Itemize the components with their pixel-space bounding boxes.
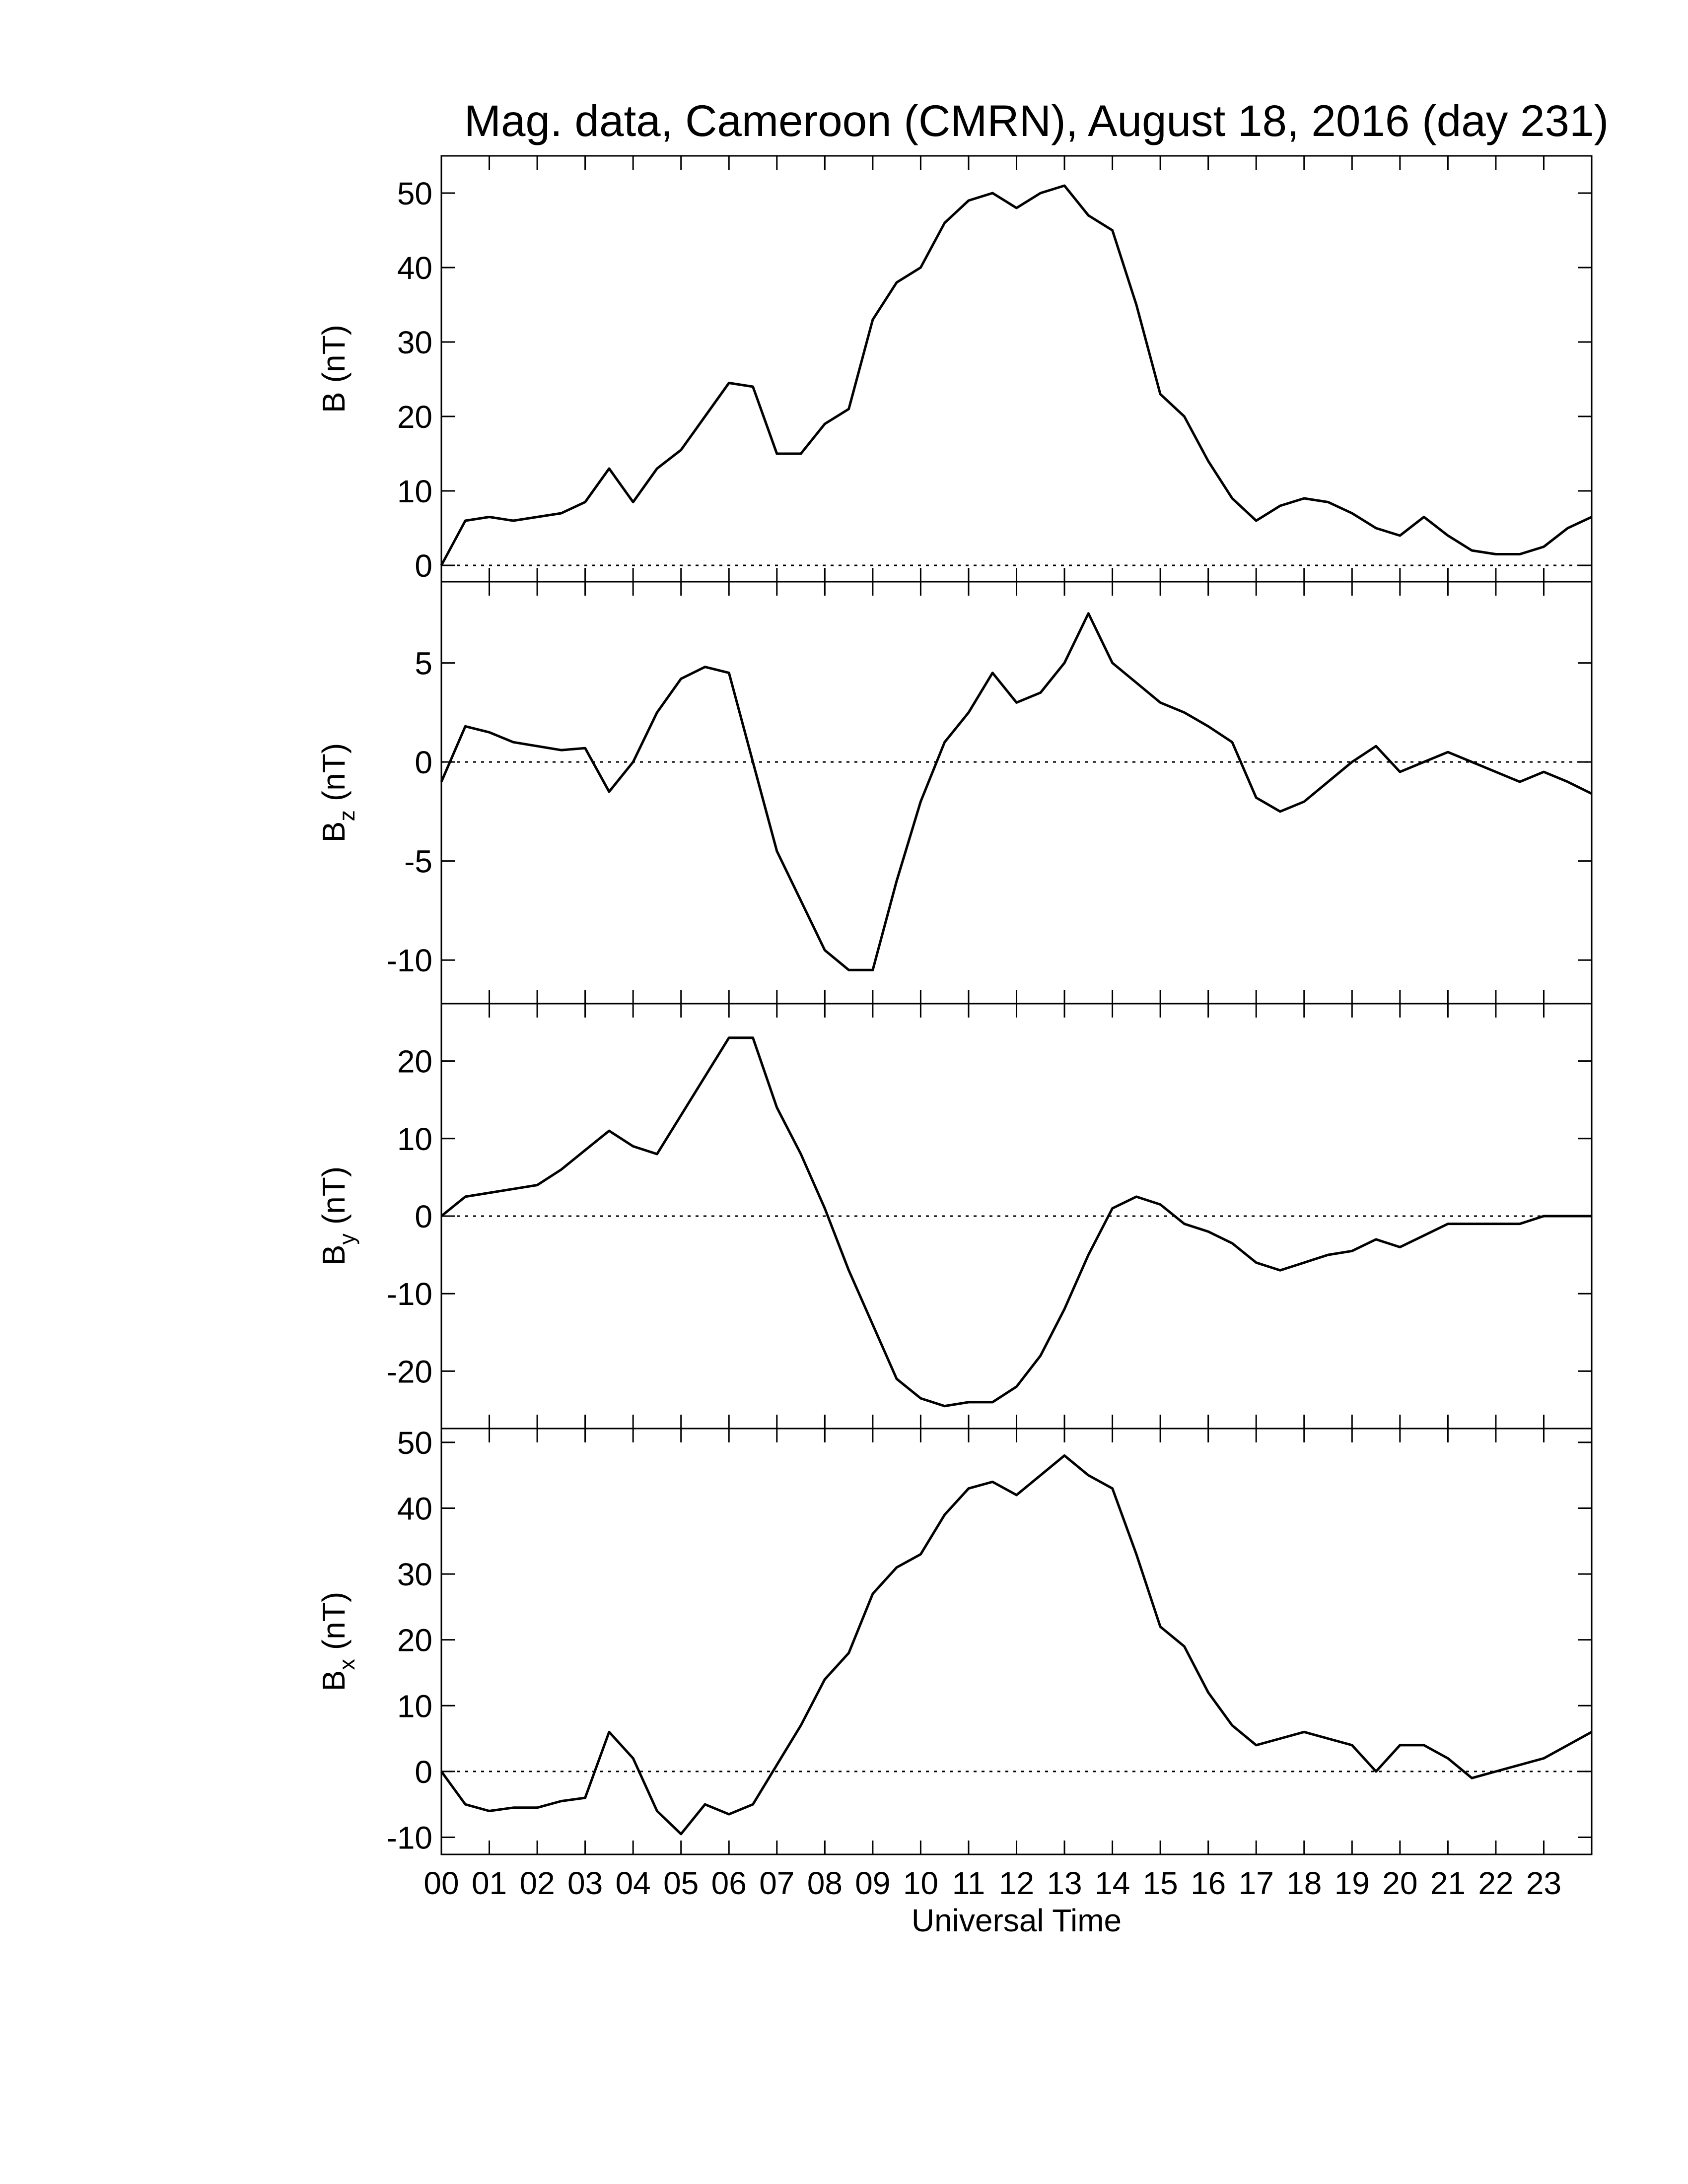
y-axis-label: B (nT)	[316, 325, 352, 413]
y-axis-label: Bz (nT)	[316, 743, 359, 842]
y-label-subscript: x	[335, 1659, 359, 1670]
y-label-symbol: B	[316, 1245, 352, 1266]
x-tick-label: 05	[663, 1865, 699, 1901]
y-tick-label: 10	[397, 474, 432, 509]
y-axis-label: Bx (nT)	[316, 1592, 359, 1691]
y-tick-label: 20	[397, 1044, 432, 1080]
x-tick-label: 08	[807, 1865, 843, 1901]
y-label-subscript: z	[335, 810, 359, 821]
y-tick-label: -5	[404, 844, 432, 880]
y-label-symbol: B	[316, 1670, 352, 1692]
x-tick-label: 06	[711, 1865, 747, 1901]
x-tick-label: 21	[1430, 1865, 1466, 1901]
y-label-subscript: y	[335, 1233, 359, 1245]
x-tick-label: 12	[999, 1865, 1034, 1901]
y-tick-label: 30	[397, 1557, 432, 1592]
y-tick-label: 50	[397, 176, 432, 211]
plot-frame	[440, 1428, 1593, 1855]
x-tick-label: 18	[1286, 1865, 1322, 1901]
data-line	[440, 184, 1593, 566]
x-tick-label: 17	[1239, 1865, 1274, 1901]
y-tick-label: -20	[387, 1354, 433, 1389]
y-tick-label: 10	[397, 1121, 432, 1157]
y-label-unit: (nT)	[316, 325, 352, 383]
x-tick-label: 15	[1143, 1865, 1178, 1901]
y-label-unit: (nT)	[316, 743, 352, 801]
x-tick-label: 01	[472, 1865, 507, 1901]
y-label-unit: (nT)	[316, 1592, 352, 1650]
y-axis-label: By (nT)	[316, 1166, 359, 1266]
x-tick-label: 10	[903, 1865, 938, 1901]
x-tick-label: 07	[759, 1865, 794, 1901]
y-tick-label: -10	[387, 1276, 433, 1312]
x-tick-label: 09	[855, 1865, 890, 1901]
y-tick-label: 0	[415, 745, 432, 780]
y-tick-label: 50	[397, 1425, 432, 1461]
x-tick-label: 14	[1095, 1865, 1130, 1901]
y-tick-label: 0	[415, 1199, 432, 1234]
x-tick-label: 03	[567, 1865, 603, 1901]
x-tick-label: 11	[952, 1865, 985, 1901]
y-tick-label: -10	[387, 943, 433, 978]
x-tick-label: 04	[616, 1865, 651, 1901]
data-line	[440, 612, 1593, 971]
y-tick-label: 0	[415, 1754, 432, 1790]
y-label-symbol: B	[316, 392, 352, 413]
y-tick-label: 10	[397, 1688, 432, 1724]
x-tick-label: 23	[1526, 1865, 1561, 1901]
x-tick-label: 02	[519, 1865, 555, 1901]
x-tick-label: 00	[423, 1865, 459, 1901]
y-tick-label: 40	[397, 1491, 432, 1527]
y-tick-label: 0	[415, 548, 432, 584]
y-tick-label: 5	[415, 646, 432, 682]
y-tick-label: 20	[397, 399, 432, 435]
x-tick-label: 16	[1191, 1865, 1226, 1901]
y-label-unit: (nT)	[316, 1166, 352, 1225]
data-line	[440, 1454, 1593, 1836]
y-tick-label: 20	[397, 1623, 432, 1658]
y-label-symbol: B	[316, 821, 352, 843]
x-tick-label: 19	[1335, 1865, 1370, 1901]
data-line	[440, 1036, 1592, 1408]
chart-title: Mag. data, Cameroon (CMRN), August 18, 2…	[464, 96, 1609, 145]
x-tick-label: 22	[1478, 1865, 1513, 1901]
y-tick-label: 40	[397, 250, 432, 286]
x-tick-label: 13	[1047, 1865, 1082, 1901]
x-axis-label: Universal Time	[912, 1903, 1122, 1938]
y-tick-label: -10	[387, 1820, 433, 1856]
y-tick-label: 30	[397, 325, 432, 360]
x-tick-label: 20	[1382, 1865, 1417, 1901]
